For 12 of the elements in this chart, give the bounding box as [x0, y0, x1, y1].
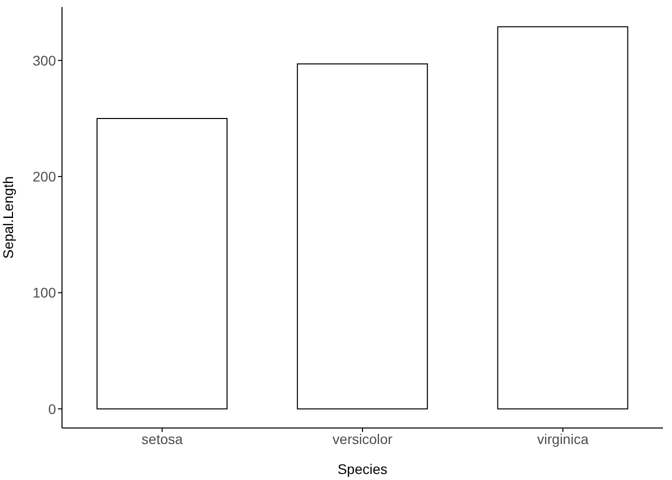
y-tick-label: 100 [32, 284, 56, 301]
y-axis-title: Sepal.Length [0, 176, 16, 259]
x-axis-title: Species [338, 461, 388, 477]
x-tick-label: setosa [142, 430, 184, 447]
y-tick-label: 200 [32, 168, 56, 185]
x-tick-label: virginica [537, 430, 589, 447]
bar [96, 118, 228, 410]
bar [296, 63, 428, 410]
x-tick-label: versicolor [332, 430, 393, 447]
bar [497, 26, 628, 410]
y-tick-label: 300 [32, 52, 56, 68]
y-tick-label: 0 [48, 400, 56, 417]
